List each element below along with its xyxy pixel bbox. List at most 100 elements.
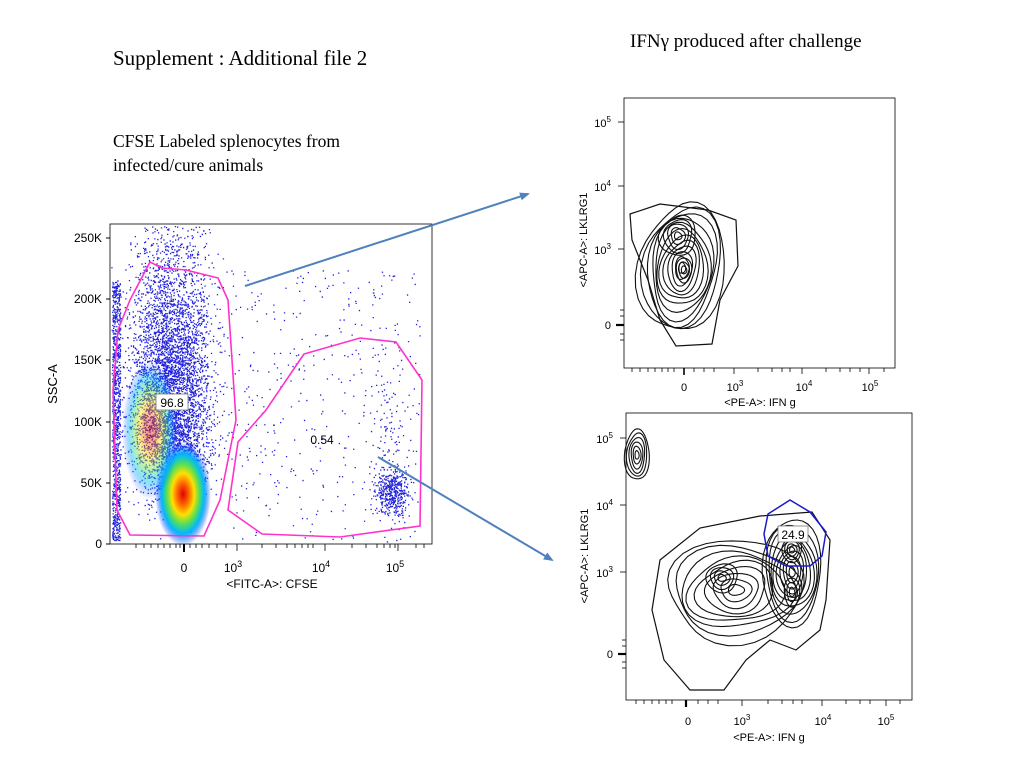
ifng-bottom-corner-contour	[632, 445, 642, 465]
gate-cfse-dim-label-box	[155, 393, 189, 411]
ifng-top-x-tick-label: 103	[727, 379, 744, 394]
ifng-top-contour-line	[658, 234, 705, 299]
ifng-bottom-contour-line	[681, 550, 797, 628]
ifng-bottom-y-tick-label: 104	[596, 498, 613, 513]
ifng-top-x-tick-label: 0	[681, 382, 687, 394]
ifng-bottom-x-tick-label: 0	[685, 716, 691, 728]
ifng-bottom-x-axis	[635, 700, 901, 707]
ifng-bottom-x-tick-label: 105	[878, 713, 895, 728]
ifng-bottom-x-tick-label: 103	[734, 713, 751, 728]
cfse-x-axis	[135, 544, 425, 552]
ifng-bottom-contour-line	[786, 543, 798, 557]
ifng-top-contours	[629, 201, 739, 347]
cfse-description-line-2: infected/cure animals	[113, 155, 264, 175]
gate-ifng-positive-label: 24.9	[781, 528, 805, 542]
ifng-bottom-contour-line	[788, 566, 796, 578]
ifng-top-contour-line	[652, 217, 715, 323]
ifng-bottom-contour-line	[788, 586, 796, 597]
ifng-top-y-tick-label: 104	[594, 179, 611, 194]
cfse-events	[111, 226, 421, 543]
gate-ifng-positive	[763, 499, 827, 567]
arrow-to-bottom-plot	[377, 456, 554, 562]
ifng-bottom-contour-line	[709, 567, 735, 591]
ifng-top-contour-line	[670, 227, 687, 245]
ifng-top-contour-line	[662, 219, 693, 254]
cfse-x-tick-label: 103	[224, 559, 242, 575]
ifng-bottom-contour-plot: 24.9 105 104 103 0 <APC-A>: LKLRG1 0 103…	[579, 412, 913, 744]
ifng-bottom-contour-line	[720, 578, 753, 603]
ifng-bottom-y-axis	[618, 437, 626, 669]
ifng-top-x-tick-label: 104	[796, 379, 813, 394]
cfse-y-axis: 0 50K 100K 150K 200K 250K SSC-A	[45, 231, 110, 551]
cfse-x-axis-label: <FITC-A>: CFSE	[226, 577, 317, 591]
ifng-bottom-y-tick-label: 103	[596, 565, 613, 580]
cfse-x-tick-label: 0	[181, 561, 188, 575]
ifng-bottom-contour-line	[782, 556, 802, 590]
cfse-x-tick-label: 104	[312, 559, 330, 575]
ifng-top-y-tick-label: 0	[605, 320, 611, 332]
ifng-bottom-contour-line	[717, 573, 727, 582]
ifng-top-x-axis-label: <PE-A>: IFN g	[724, 397, 796, 409]
ifng-top-contour-line	[667, 223, 690, 251]
ifng-bottom-contour-line	[685, 555, 786, 621]
ifng-bottom-corner-contour	[628, 436, 646, 474]
ifng-bottom-y-tick-label: 105	[596, 431, 613, 446]
ifng-top-contour-line	[673, 231, 683, 241]
slide-title: Supplement : Additional file 2	[113, 46, 368, 70]
cfse-x-tick-label: 105	[386, 559, 404, 575]
ifng-bottom-x-axis-label: <PE-A>: IFN g	[733, 732, 805, 744]
ifng-top-y-axis	[616, 121, 624, 341]
ifng-top-contour-line	[662, 239, 700, 296]
ifng-top-frame	[623, 97, 896, 369]
ifng-bottom-contour-line	[675, 544, 803, 637]
cfse-scatter-plot: 96.8 0.54 0 50K 100K 150K 200K 250K SSC-…	[45, 223, 433, 591]
ifng-top-contour-line	[678, 261, 691, 279]
ifng-bottom-y-tick-label: 0	[607, 649, 613, 661]
cfse-y-tick-label: 100K	[74, 415, 102, 429]
ifng-top-x-tick-label: 105	[862, 379, 879, 394]
ifng-bottom-corner-contour	[634, 450, 640, 460]
ifng-top-contour-line	[646, 213, 718, 329]
ifng-top-contour-line	[675, 257, 693, 284]
ifng-top-contour-line	[655, 221, 712, 313]
ifng-bottom-contour-line	[761, 519, 822, 629]
ifng-bottom-contour-line	[770, 534, 815, 607]
ifng-top-contour-line	[656, 227, 709, 304]
ifng-top-contour-line	[680, 265, 688, 275]
ifng-bottom-contour-line	[693, 559, 774, 618]
gate-cfse-dim-label: 96.8	[160, 396, 184, 410]
ifng-bottom-contour-line	[705, 563, 738, 594]
ifng-bottom-outer-contour	[651, 511, 831, 691]
arrow-to-top-plot	[244, 192, 530, 287]
cfse-description-line-1: CFSE Labeled splenocytes from	[113, 131, 340, 151]
ifng-bottom-x-tick-label: 104	[815, 713, 832, 728]
ifng-bottom-contour-line	[785, 560, 799, 584]
ifng-bottom-y-axis-label: <APC-A>: LKLRG1	[579, 509, 591, 604]
ifng-top-y-tick-label: 103	[594, 242, 611, 257]
gate-ifng-positive-label-box	[777, 525, 809, 543]
ifng-top-outer-contour	[629, 203, 739, 347]
ifng-bottom-contour-line	[786, 581, 799, 603]
ifng-bottom-contour-line	[712, 572, 759, 610]
cfse-description: CFSE Labeled splenocytes from infected/c…	[113, 129, 433, 177]
ifng-bottom-contour-line	[713, 570, 731, 586]
cfse-y-tick-label: 150K	[74, 353, 102, 367]
ifng-bottom-contour-line	[783, 577, 801, 608]
gate-cfse-high	[227, 337, 423, 538]
ifng-bottom-corner-contour	[625, 432, 648, 477]
ifng-bottom-contour-line	[703, 565, 766, 615]
gate-cfse-high-label: 0.54	[310, 433, 334, 447]
ifng-bottom-contour-line	[727, 583, 746, 596]
cfse-y-axis-label: SSC-A	[45, 364, 60, 404]
ifng-bottom-contour-line	[789, 546, 796, 554]
ifng-top-y-tick-label: 105	[594, 115, 611, 130]
cfse-density-halo	[122, 360, 178, 500]
gate-cfse-dim	[112, 260, 237, 537]
cfse-y-tick-label: 0	[95, 537, 102, 551]
ifn-panel-title: IFNγ produced after challenge	[630, 31, 862, 52]
cfse-y-tick-label: 200K	[74, 292, 102, 306]
ifng-top-x-axis	[631, 368, 885, 375]
ifng-top-contour-line	[657, 214, 696, 256]
ifng-bottom-corner-contour	[630, 441, 644, 470]
